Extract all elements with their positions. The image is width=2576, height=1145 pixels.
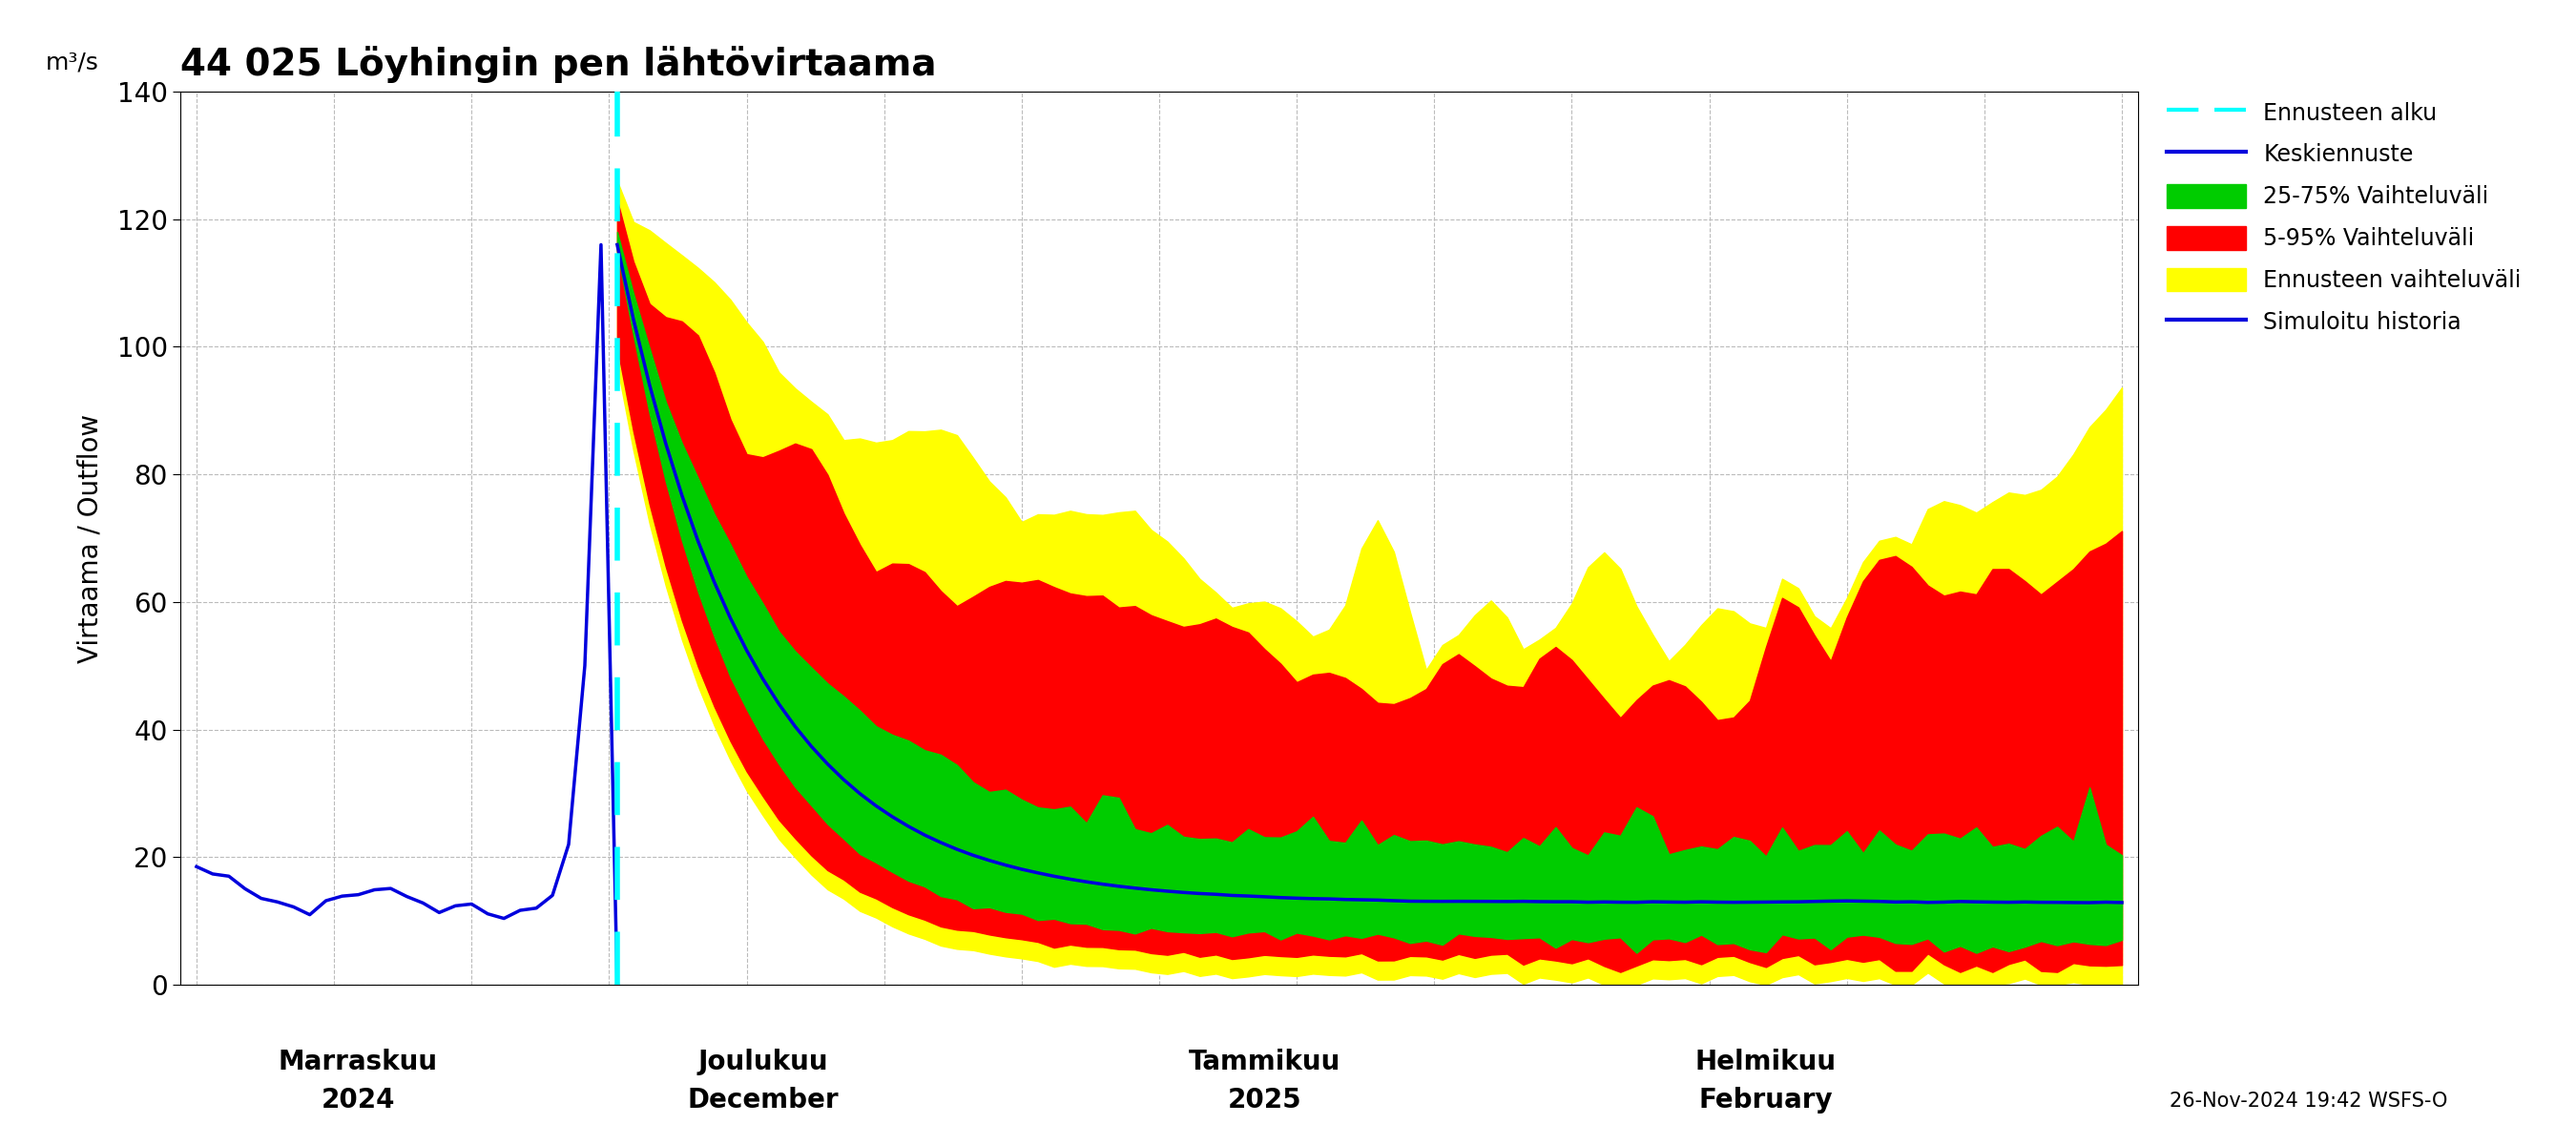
Text: 44 025 Löyhingin pen lähtövirtaama: 44 025 Löyhingin pen lähtövirtaama (180, 46, 938, 84)
Y-axis label: Virtaama / Outflow: Virtaama / Outflow (77, 413, 103, 663)
Text: Helmikuu: Helmikuu (1695, 1049, 1837, 1075)
Text: 2025: 2025 (1226, 1087, 1301, 1113)
Text: Marraskuu: Marraskuu (278, 1049, 438, 1075)
Text: December: December (688, 1087, 837, 1113)
Text: 2024: 2024 (322, 1087, 394, 1113)
Text: February: February (1698, 1087, 1834, 1113)
Text: Joulukuu: Joulukuu (698, 1049, 827, 1075)
Text: Tammikuu: Tammikuu (1188, 1049, 1340, 1075)
Legend: Ennusteen alku, Keskiennuste, 25-75% Vaihteluväli, 5-95% Vaihteluväli, Ennusteen: Ennusteen alku, Keskiennuste, 25-75% Vai… (2159, 92, 2530, 343)
Text: m³/s: m³/s (46, 50, 100, 73)
Text: 26-Nov-2024 19:42 WSFS-O: 26-Nov-2024 19:42 WSFS-O (2169, 1091, 2447, 1111)
